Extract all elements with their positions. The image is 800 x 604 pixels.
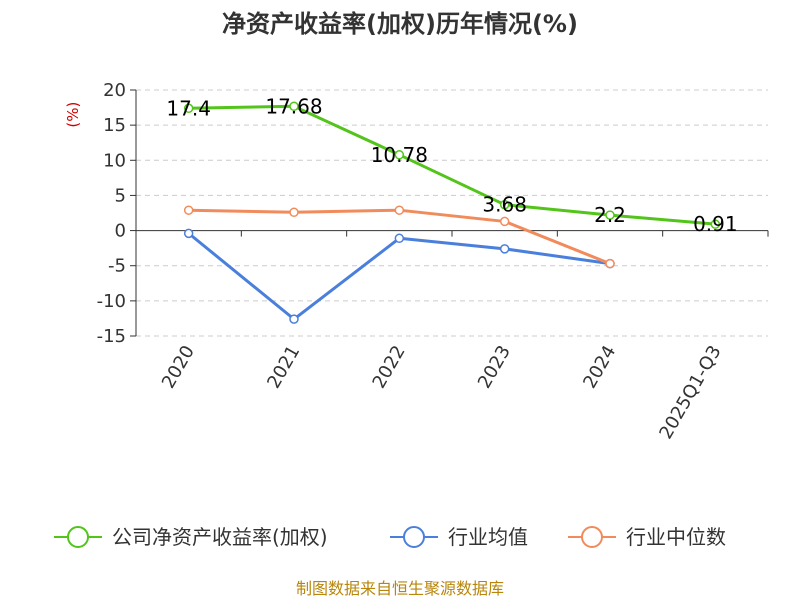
axis-layer: 20 15 10 5 0 -5 -10 -15 (%) 2020 2021 2022 2023 2024 2… [64,80,769,443]
data-point [605,210,615,220]
x-tick-label: 2025Q1-Q3 [655,342,725,443]
legend-label: 行业中位数 [626,525,726,549]
legend-item[interactable]: 行业均值 [390,525,528,549]
legend-item[interactable]: 公司净资产收益率(加权) [54,525,328,549]
data-point [499,199,510,210]
data-point [605,258,615,269]
y-axis-unit-label: (%) [64,102,82,128]
data-point [394,150,405,160]
data-point [183,228,194,239]
x-tick-label: 2021 [263,342,304,392]
y-tick-label: -15 [97,326,126,347]
footer-source: 制图数据来自恒生聚源数据库 [296,579,504,598]
legend-label: 行业均值 [448,525,528,549]
series-layer [183,101,721,324]
legend-label: 公司净资产收益率(加权) [112,525,328,549]
data-label: 0.91 [693,212,738,236]
series-line [188,104,716,226]
data-label: 17.68 [265,94,322,118]
data-point [289,101,299,112]
x-tick-label: 2024 [579,342,620,392]
y-tick-label: 5 [115,185,126,206]
legend-marker-icon [67,526,89,548]
data-point [394,233,405,244]
data-point [394,205,405,215]
data-label-layer: 17.4 17.68 10.78 3.68 2.2 0.91 [166,94,737,236]
y-tick-label: -5 [108,256,126,277]
x-tick-label: 2022 [369,342,410,392]
legend-item[interactable]: 行业中位数 [568,525,726,549]
grid-layer [136,89,768,337]
data-point [289,207,299,218]
x-tick-label: 2020 [158,342,199,392]
chart-title: 净资产收益率(加权)历年情况(%) [222,10,578,38]
data-label: 10.78 [371,143,428,167]
legend-marker-icon [581,526,603,548]
y-tick-label: 0 [115,221,126,242]
y-tick-label: 10 [103,150,126,171]
data-point [710,219,721,229]
data-label: 17.4 [166,96,211,120]
data-point [183,205,194,215]
data-point [499,244,510,254]
data-point [289,314,299,324]
y-tick-label: 20 [103,80,126,101]
data-point [499,216,510,227]
x-tick-label: 2023 [474,342,515,392]
data-label: 2.2 [594,203,626,227]
y-tick-label: 15 [103,115,126,136]
legend: 公司净资产收益率(加权) 行业均值 行业中位数 [54,525,726,549]
data-point [183,103,194,114]
legend-marker-icon [403,526,425,548]
data-label: 3.68 [482,193,527,217]
y-tick-label: -10 [97,291,126,312]
series-line [187,232,611,321]
